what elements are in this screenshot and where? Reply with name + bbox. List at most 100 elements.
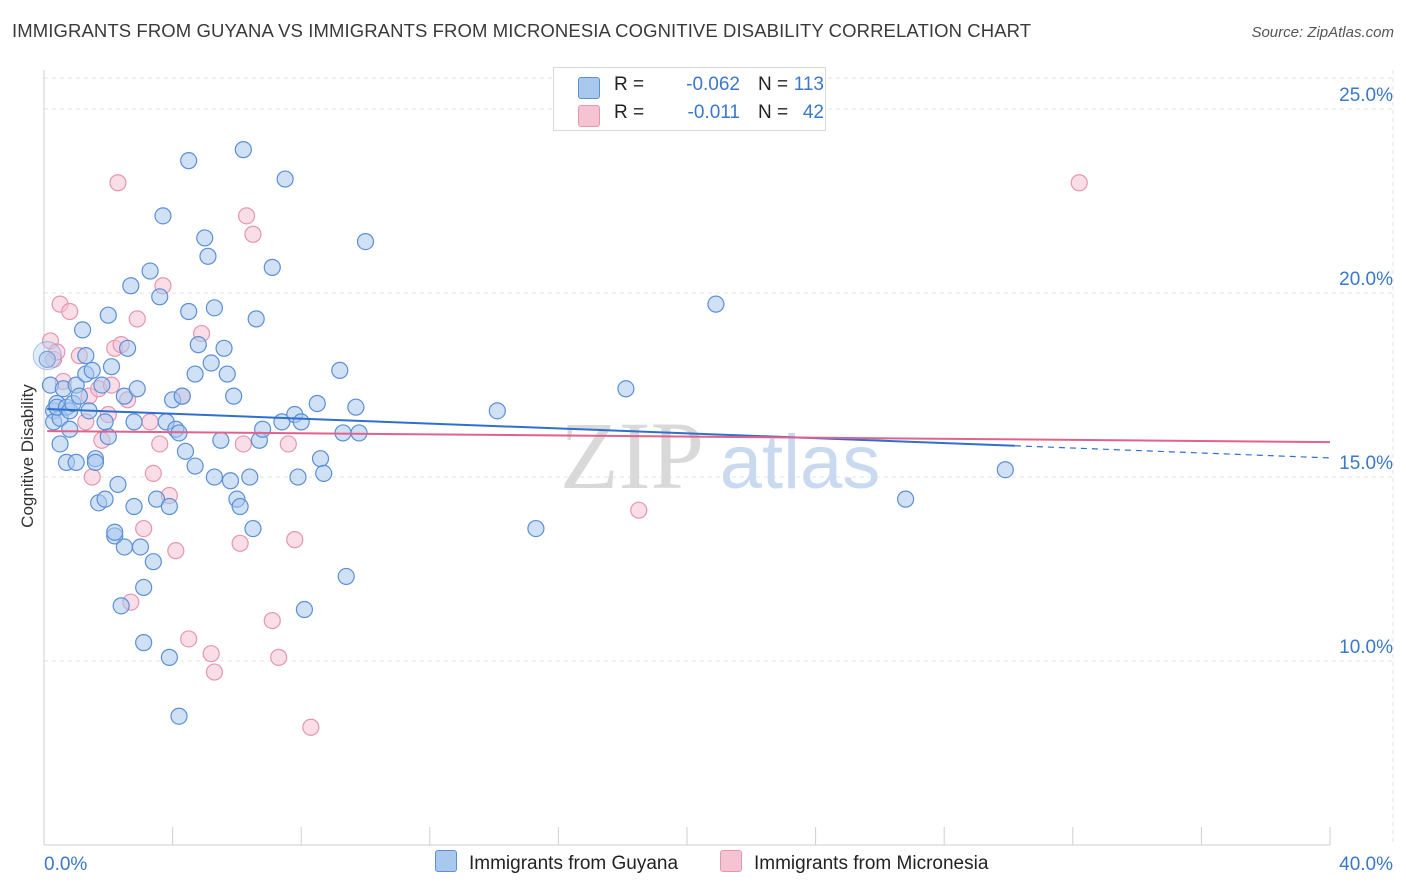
micronesia-point xyxy=(167,542,185,560)
guyana-point xyxy=(176,442,195,460)
guyana-point xyxy=(311,450,330,468)
guyana-point xyxy=(215,339,233,357)
guyana-point xyxy=(61,420,79,438)
guyana-point xyxy=(218,365,236,383)
guyana-point xyxy=(135,578,153,597)
guyana-point xyxy=(347,398,365,416)
guyana-point xyxy=(996,461,1014,479)
guyana-point xyxy=(96,490,114,508)
guyana-point xyxy=(186,365,204,383)
n-value: 113 xyxy=(793,74,824,95)
bottom-legend-micronesia: Immigrants from Micronesia xyxy=(720,850,988,875)
guyana-point xyxy=(73,321,92,339)
micronesia-point xyxy=(630,501,648,519)
guyana-point xyxy=(154,207,172,225)
guyana-point xyxy=(141,262,159,280)
guyana-points xyxy=(32,141,1014,725)
guyana-point xyxy=(241,468,259,486)
trend-lines xyxy=(47,408,1331,459)
guyana-point xyxy=(147,490,166,508)
guyana-point xyxy=(308,394,326,413)
guyana-point xyxy=(234,141,252,159)
guyana-point xyxy=(144,553,162,571)
r-label: R = xyxy=(614,74,645,95)
y-tick-label: 15.0% xyxy=(1339,453,1393,474)
guyana-point xyxy=(276,170,294,188)
guyana-point xyxy=(292,413,310,431)
guyana-legend-label: Immigrants from Guyana xyxy=(469,853,679,874)
n-label: N = xyxy=(758,102,789,123)
r-value: -0.011 xyxy=(687,102,740,123)
micronesia-legend-label: Immigrants from Micronesia xyxy=(754,853,989,874)
guyana-point xyxy=(231,497,249,516)
guyana-point xyxy=(315,464,333,482)
watermark: ZIP atlas xyxy=(560,402,880,509)
n-value: 42 xyxy=(802,102,824,123)
guyana-point xyxy=(186,457,204,475)
guyana-point xyxy=(67,453,85,471)
guyana-point xyxy=(263,258,281,276)
guyana-point xyxy=(131,538,150,556)
guyana-point xyxy=(102,358,121,376)
guyana-point xyxy=(122,277,140,295)
guyana-point xyxy=(488,402,506,420)
guyana-point xyxy=(125,497,143,516)
guyana-point xyxy=(205,468,223,486)
guyana-point xyxy=(225,387,243,405)
guyana-point xyxy=(99,306,117,324)
guyana-point xyxy=(205,299,223,317)
micronesia-point xyxy=(270,648,288,666)
y-tick-label: 25.0% xyxy=(1339,85,1393,106)
tick-labels: 10.0% 15.0% 20.0% 25.0% 0.0% 40.0% xyxy=(44,85,1393,875)
bottom-legend-guyana: Immigrants from Guyana xyxy=(435,850,678,875)
watermark-atlas: atlas xyxy=(720,420,881,505)
guyana-point xyxy=(118,339,137,357)
guyana-legend-swatch xyxy=(435,850,457,872)
x-tick-label: 0.0% xyxy=(44,854,87,875)
micronesia-point xyxy=(263,611,281,630)
guyana-point xyxy=(93,376,111,394)
guyana-point xyxy=(70,387,88,405)
guyana-point xyxy=(289,468,307,486)
guyana-point xyxy=(112,597,130,615)
r-label: R = xyxy=(614,102,645,123)
guyana-point xyxy=(38,350,56,368)
guyana-point xyxy=(128,380,146,398)
source-label: Source: ZipAtlas.com xyxy=(1251,24,1394,41)
micronesia-point xyxy=(237,207,256,225)
guyana-point xyxy=(115,387,133,405)
y-axis-label: Cognitive Disability xyxy=(18,384,37,528)
guyana-point xyxy=(173,387,191,405)
watermark-zip: ZIP xyxy=(560,402,704,509)
guyana-point xyxy=(32,341,62,371)
guyana-trend-extension xyxy=(1014,445,1331,459)
y-tick-label: 10.0% xyxy=(1339,637,1393,658)
micronesia-point xyxy=(1070,174,1088,192)
chart-title: IMMIGRANTS FROM GUYANA VS IMMIGRANTS FRO… xyxy=(12,20,1032,41)
guyana-point xyxy=(527,519,545,538)
guyana-point xyxy=(331,361,349,379)
guyana-point xyxy=(189,336,207,354)
micronesia-point xyxy=(61,302,79,321)
guyana-point xyxy=(337,567,355,586)
guyana-point xyxy=(180,302,198,321)
micronesia-point xyxy=(180,630,198,648)
micronesia-point xyxy=(144,464,162,482)
micronesia-point xyxy=(302,718,320,736)
micronesia-point xyxy=(286,531,304,549)
micronesia-point xyxy=(83,468,101,486)
guyana-point xyxy=(135,634,153,652)
guyana-point xyxy=(170,707,188,725)
axes xyxy=(43,70,1331,846)
guyana-point xyxy=(897,490,915,508)
guyana-point xyxy=(247,310,265,328)
micronesia-point xyxy=(244,225,262,243)
micronesia-swatch xyxy=(578,105,600,127)
micronesia-point xyxy=(135,519,153,538)
micronesia-point xyxy=(234,435,252,453)
guyana-point xyxy=(707,295,725,313)
guyana-point xyxy=(151,288,169,306)
guyana-point xyxy=(106,523,124,541)
guyana-point xyxy=(202,354,220,372)
guyana-point xyxy=(199,247,217,265)
